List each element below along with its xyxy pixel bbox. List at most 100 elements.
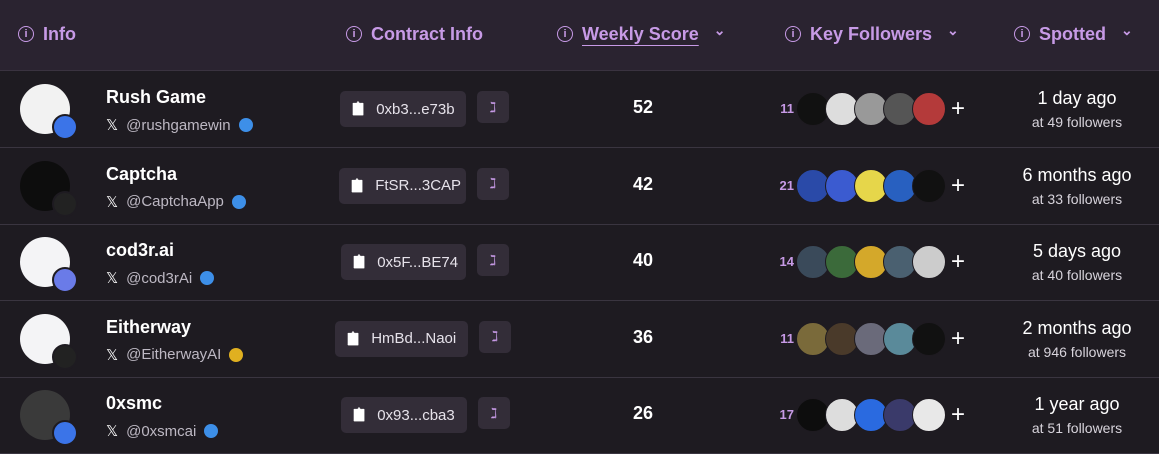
twitter-handle[interactable]: 𝕏 @CaptchaApp — [106, 193, 246, 211]
twitter-handle[interactable]: 𝕏 @EitherwayAI — [106, 346, 244, 364]
contract-text: 0xb3...e73b — [376, 100, 455, 118]
twitter-handle[interactable]: 𝕏 @0xsmcai — [106, 422, 219, 441]
handle-text: @CaptchaApp — [126, 193, 224, 211]
follower-avatar[interactable] — [825, 168, 859, 203]
verified-badge — [200, 271, 215, 286]
table-row[interactable]: cod3r.ai 𝕏 @cod3rAi 📋 0x5F...BE74 ℷ 40 14 +5 day… — [0, 224, 1159, 302]
follower-avatar[interactable] — [912, 92, 946, 126]
x-logo: 𝕏 — [106, 346, 119, 364]
info-icon[interactable]: i — [346, 26, 362, 42]
follower-avatar[interactable] — [912, 245, 946, 280]
info-icon[interactable]: i — [18, 26, 34, 42]
follower-avatar[interactable] — [854, 321, 888, 356]
follower-avatar[interactable] — [796, 168, 830, 203]
contract-address[interactable]: 📋 HmBd...Naoi — [335, 320, 468, 357]
more-followers[interactable]: + — [951, 324, 966, 352]
twitter-handle[interactable]: 𝕏 @rushgamewin — [106, 116, 253, 134]
follower-avatar[interactable] — [854, 398, 888, 433]
column-header: i Contract Info — [346, 22, 483, 46]
copy-icon: 📋 — [349, 177, 366, 193]
chart-button[interactable]: ℷ — [478, 397, 510, 430]
follower-avatar[interactable] — [825, 92, 859, 126]
copy-icon: 📋 — [350, 101, 367, 116]
more-followers[interactable]: + — [951, 95, 966, 122]
weekly-score: 26 — [632, 403, 654, 424]
spotted-followers: at 51 followers — [1031, 420, 1123, 437]
contract-address[interactable]: 📋 0x5F...BE74 — [341, 244, 466, 281]
spotted-followers: at 946 followers — [1027, 343, 1127, 360]
sort-chevron[interactable]: ⌄ — [947, 21, 959, 38]
contract-text: 0x93...cba3 — [377, 406, 455, 424]
weekly-score: 42 — [632, 173, 654, 194]
info-icon[interactable]: i — [785, 26, 801, 42]
table-row[interactable]: Eitherway 𝕏 @EitherwayAI 📋 HmBd...Naoi ℷ 36 11 +… — [0, 301, 1159, 378]
table-row[interactable]: 0xsmc 𝕏 @0xsmcai 📋 0x93...cba3 ℷ 26 17 +1 year a… — [0, 377, 1159, 454]
info-icon[interactable]: i — [557, 26, 573, 42]
copy-icon: 📋 — [345, 330, 362, 346]
project-name[interactable]: cod3r.ai — [106, 240, 175, 261]
follower-avatar[interactable] — [796, 245, 830, 280]
more-followers[interactable]: + — [951, 248, 966, 276]
project-name[interactable]: Eitherway — [106, 316, 192, 337]
spotted-followers: at 33 followers — [1031, 190, 1123, 207]
follower-avatar[interactable] — [854, 245, 888, 280]
chart-button[interactable]: ℷ — [477, 91, 509, 123]
follower-count: 17 — [779, 407, 794, 423]
weekly-score: 40 — [632, 250, 654, 271]
column-title: Contract Info — [371, 23, 483, 44]
handle-text: @cod3rAi — [126, 269, 193, 287]
spotted-time: 5 days ago — [1032, 241, 1122, 262]
follower-avatar[interactable] — [854, 92, 888, 126]
chain-badge — [52, 190, 78, 217]
column-header[interactable]: i Weekly Score ⌄ — [557, 22, 725, 46]
contract-address[interactable]: 📋 0xb3...e73b — [340, 91, 466, 127]
twitter-handle[interactable]: 𝕏 @cod3rAi — [106, 269, 215, 288]
x-logo: 𝕏 — [106, 423, 119, 441]
more-followers[interactable]: + — [951, 171, 966, 199]
verified-badge — [231, 194, 246, 209]
sort-chevron[interactable]: ⌄ — [713, 21, 726, 38]
column-header[interactable]: i Spotted ⌄ — [1014, 22, 1133, 46]
column-title: Key Followers — [810, 23, 933, 44]
follower-avatar[interactable] — [912, 168, 946, 203]
table-row[interactable]: Captcha 𝕏 @CaptchaApp 📋 FtSR...3CAP ℷ 42 21 +6 m… — [0, 148, 1159, 225]
follower-avatar[interactable] — [883, 92, 917, 126]
follower-avatar[interactable] — [912, 398, 946, 433]
follower-count: 11 — [780, 330, 794, 346]
spotted-time: 1 day ago — [1037, 88, 1117, 108]
contract-address[interactable]: 📋 FtSR...3CAP — [339, 167, 466, 204]
spotted-time: 1 year ago — [1034, 394, 1120, 415]
handle-text: @EitherwayAI — [126, 346, 222, 364]
verified-badge — [238, 118, 253, 132]
x-logo: 𝕏 — [106, 270, 119, 288]
copy-icon: 📋 — [351, 407, 368, 423]
chart-button[interactable]: ℷ — [477, 244, 509, 277]
follower-avatar[interactable] — [796, 321, 830, 356]
follower-avatar[interactable] — [912, 321, 946, 356]
chart-button[interactable]: ℷ — [477, 167, 509, 200]
follower-avatar[interactable] — [883, 245, 917, 280]
verified-badge — [229, 347, 244, 362]
follower-count: 14 — [779, 254, 794, 270]
follower-count: 21 — [779, 177, 794, 193]
more-followers[interactable]: + — [951, 401, 966, 429]
table-row[interactable]: Rush Game 𝕏 @rushgamewin 📋 0xb3...e73b ℷ 52 11 +… — [0, 71, 1159, 148]
column-header[interactable]: i Key Followers ⌄ — [785, 22, 959, 46]
project-name[interactable]: Rush Game — [106, 87, 207, 107]
project-name[interactable]: 0xsmc — [106, 393, 163, 414]
info-icon[interactable]: i — [1014, 26, 1030, 42]
spotted-time: 6 months ago — [1022, 164, 1132, 185]
x-logo: 𝕏 — [106, 117, 119, 134]
chain-badge — [52, 420, 78, 447]
weekly-score: 36 — [632, 326, 654, 347]
follower-count: 11 — [780, 101, 794, 116]
chart-button[interactable]: ℷ — [479, 320, 511, 353]
sort-chevron[interactable]: ⌄ — [1121, 21, 1133, 38]
contract-text: HmBd...Naoi — [371, 330, 457, 348]
follower-avatar[interactable] — [796, 92, 830, 126]
contract-address[interactable]: 📋 0x93...cba3 — [341, 397, 467, 434]
x-logo: 𝕏 — [106, 193, 119, 211]
verified-badge — [204, 424, 219, 439]
project-name[interactable]: Captcha — [106, 163, 178, 184]
